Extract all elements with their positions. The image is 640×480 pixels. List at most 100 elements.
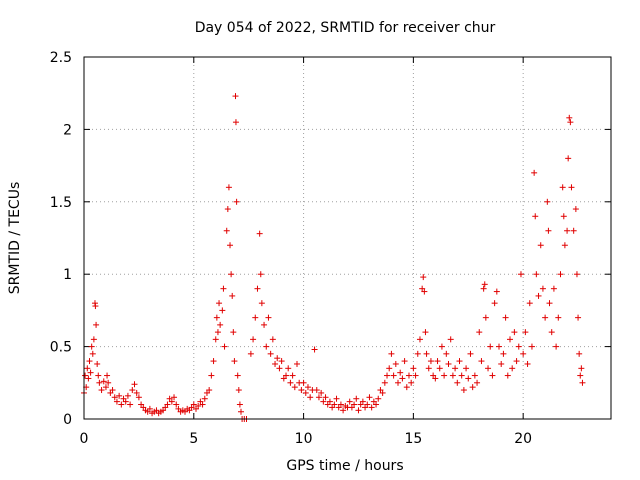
data-point <box>482 314 489 321</box>
data-point <box>133 389 140 396</box>
data-point <box>318 389 325 396</box>
data-point <box>410 365 417 372</box>
data-point <box>432 375 439 382</box>
data-point <box>575 314 582 321</box>
data-point <box>500 350 507 357</box>
data-point <box>195 402 202 409</box>
y-axis-label: SRMTID / TECUs <box>7 182 23 295</box>
data-point <box>250 336 257 343</box>
data-point <box>520 350 527 357</box>
data-point <box>116 392 123 399</box>
data-point <box>491 300 498 307</box>
data-point <box>201 395 208 402</box>
data-point <box>233 198 240 205</box>
data-point <box>390 372 397 379</box>
data-point <box>219 307 226 314</box>
data-point <box>111 394 118 401</box>
data-point <box>95 372 102 379</box>
data-point <box>257 271 264 278</box>
data-point <box>434 358 441 365</box>
data-point <box>452 365 459 372</box>
data-point <box>392 360 399 367</box>
data-point <box>93 321 100 328</box>
data-point <box>388 350 395 357</box>
data-point <box>173 401 180 408</box>
data-point <box>550 285 557 292</box>
data-point <box>346 398 353 405</box>
data-point <box>436 365 443 372</box>
y-tick-label: 2 <box>63 122 72 138</box>
data-point <box>526 300 533 307</box>
data-point <box>560 213 567 220</box>
data-point <box>129 387 136 394</box>
data-point <box>291 384 298 391</box>
data-point <box>85 375 92 382</box>
data-point <box>168 398 175 405</box>
data-point <box>265 314 272 321</box>
data-point <box>263 343 270 350</box>
data-point <box>489 372 496 379</box>
plot-frame <box>83 56 612 420</box>
data-point <box>481 281 488 288</box>
data-point <box>238 408 245 415</box>
data-point <box>104 372 111 379</box>
data-point <box>405 372 412 379</box>
data-point <box>337 401 344 408</box>
data-point <box>443 350 450 357</box>
data-point <box>283 372 290 379</box>
data-point <box>353 395 360 402</box>
data-point <box>449 372 456 379</box>
data-point <box>210 358 217 365</box>
data-point <box>199 401 206 408</box>
data-point <box>102 384 109 391</box>
data-point <box>579 379 586 386</box>
data-point <box>545 227 552 234</box>
data-point <box>485 365 492 372</box>
data-point <box>109 387 116 394</box>
data-point <box>88 343 95 350</box>
data-point <box>302 389 309 396</box>
data-point <box>278 358 285 365</box>
data-point <box>214 329 221 336</box>
x-tick-label: 10 <box>295 431 313 447</box>
data-point <box>252 314 259 321</box>
y-tick-label: 1.5 <box>50 195 72 211</box>
data-point <box>557 271 564 278</box>
data-point <box>355 407 362 414</box>
data-point <box>478 358 485 365</box>
data-point <box>537 242 544 249</box>
data-point <box>524 360 531 367</box>
x-tick-label: 5 <box>189 431 198 447</box>
data-point <box>447 336 454 343</box>
data-point <box>565 155 572 162</box>
data-point <box>474 379 481 386</box>
data-point <box>399 375 406 382</box>
data-point <box>544 198 551 205</box>
data-point <box>535 292 542 299</box>
data-point <box>546 300 553 307</box>
data-point <box>212 336 219 343</box>
data-point <box>293 360 300 367</box>
data-point <box>515 343 522 350</box>
data-point <box>326 398 333 405</box>
data-point <box>269 336 276 343</box>
data-point <box>216 300 223 307</box>
data-point <box>227 242 234 249</box>
data-point <box>322 394 329 401</box>
data-point <box>561 242 568 249</box>
data-point <box>223 227 230 234</box>
data-point <box>458 372 465 379</box>
data-point <box>548 329 555 336</box>
data-point <box>234 372 241 379</box>
data-point <box>379 389 386 396</box>
data-point <box>82 372 89 379</box>
data-point <box>276 365 283 372</box>
data-point <box>454 379 461 386</box>
data-point <box>487 343 494 350</box>
data-point <box>92 303 99 310</box>
data-point <box>231 358 238 365</box>
data-point <box>333 395 340 402</box>
data-point <box>100 378 107 385</box>
data-point <box>313 387 320 394</box>
